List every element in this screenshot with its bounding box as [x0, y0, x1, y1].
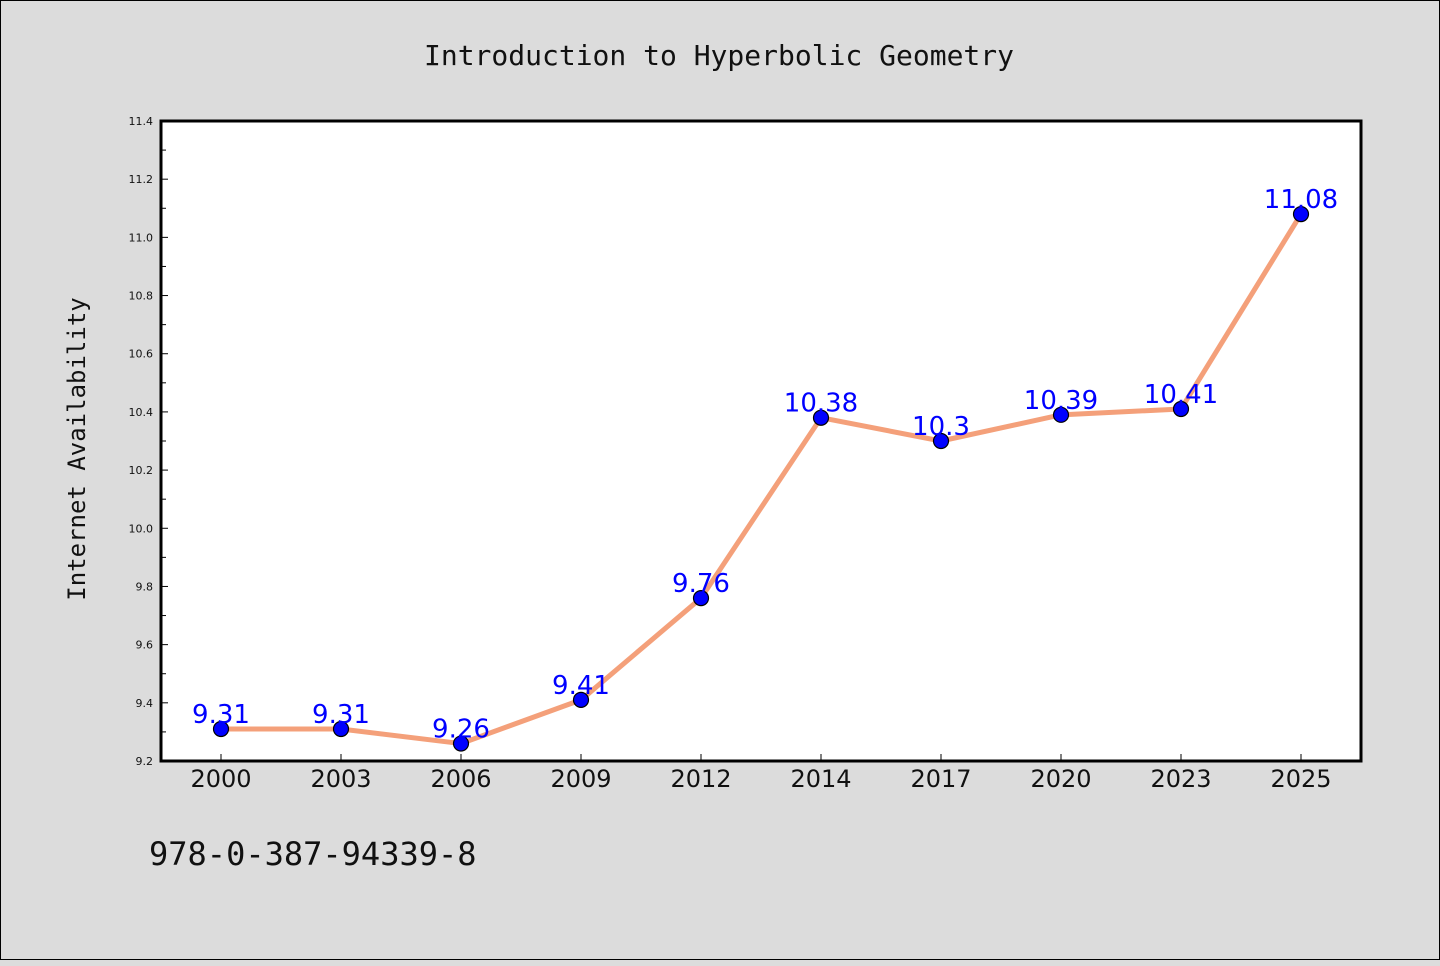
x-tick-label: 2017: [910, 765, 971, 793]
data-label: 10.41: [1144, 380, 1218, 410]
data-point: [212, 720, 230, 738]
data-label: 9.26: [432, 715, 490, 745]
x-tick-label: 2006: [430, 765, 491, 793]
series-line-group: [212, 205, 1310, 752]
x-tick-label: 2012: [670, 765, 731, 793]
data-point: [332, 720, 350, 738]
data-label: 11.08: [1264, 185, 1338, 215]
y-tick-label: 11.4: [129, 115, 154, 128]
data-label: 10.3: [912, 412, 970, 442]
data-point: [1292, 205, 1310, 223]
y-axis-label: Internet Availability: [63, 297, 91, 600]
y-tick-label: 9.8: [136, 580, 154, 593]
y-tick-label: 10.0: [129, 522, 154, 535]
x-tick-label: 2003: [310, 765, 371, 793]
data-point: [572, 691, 590, 709]
data-label: 9.31: [192, 700, 250, 730]
data-point: [812, 409, 830, 426]
data-label: 10.38: [784, 389, 858, 419]
x-tick-label: 2014: [790, 765, 851, 793]
data-point: [692, 589, 710, 607]
footnote-isbn: 978-0-387-94339-8: [149, 835, 477, 873]
x-axis: 2000 2003 2006 2009 2012 2014 2017 2020 2023 2025: [190, 754, 1332, 793]
data-point: [452, 735, 470, 752]
data-labels: 9.31 9.31 9.26 9.41 9.76 10.38 10.3 10.39 10.41 1…: [192, 185, 1338, 744]
x-tick-label: 2023: [1150, 765, 1211, 793]
y-tick-label: 11.2: [129, 173, 154, 186]
x-tick-label: 2020: [1030, 765, 1091, 793]
plot-area: [159, 119, 1363, 763]
y-tick-label: 10.8: [129, 290, 154, 303]
y-axis: 9.2 9.4 9.6 9.8 10.0 10.2 10.4 10.6 10.8 11.0 11.2…: [129, 115, 168, 768]
data-point: [1052, 406, 1070, 423]
y-tick-label: 11.0: [129, 231, 154, 244]
y-tick-label: 9.2: [136, 755, 154, 768]
series-line: [218, 211, 1304, 747]
data-label: 9.41: [552, 671, 610, 701]
data-label: 9.31: [312, 700, 370, 730]
data-point: [1172, 400, 1190, 418]
x-tick-label: 2009: [550, 765, 611, 793]
y-tick-label: 10.4: [129, 406, 154, 419]
x-tick-label: 2000: [190, 765, 251, 793]
y-tick-label: 9.4: [136, 697, 154, 710]
data-point: [932, 432, 950, 450]
y-tick-label: 10.2: [129, 464, 154, 477]
chart-title: Introduction to Hyperbolic Geometry: [424, 39, 1014, 72]
data-label: 10.39: [1024, 386, 1098, 416]
y-tick-label: 10.6: [129, 348, 154, 361]
data-label: 9.76: [672, 569, 730, 599]
y-tick-label: 9.6: [136, 639, 154, 652]
x-tick-label: 2025: [1270, 765, 1331, 793]
